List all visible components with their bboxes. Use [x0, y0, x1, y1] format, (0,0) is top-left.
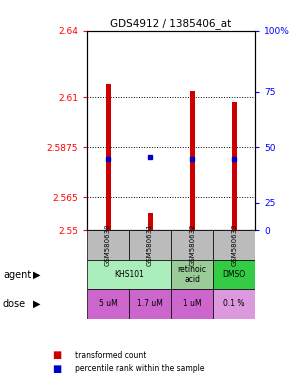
Text: ▶: ▶	[33, 299, 41, 309]
Bar	[87, 260, 171, 289]
Bar	[171, 230, 213, 260]
Text: DMSO: DMSO	[223, 270, 246, 279]
Bar	[106, 84, 110, 230]
Bar	[213, 260, 255, 289]
Text: 1.7 uM: 1.7 uM	[137, 300, 163, 308]
Text: GSM580630: GSM580630	[105, 224, 111, 266]
Bar	[213, 230, 255, 260]
Text: GSM580631: GSM580631	[147, 224, 153, 266]
Bar	[171, 260, 213, 289]
Text: dose: dose	[3, 299, 26, 309]
Bar	[87, 230, 129, 260]
Bar	[171, 289, 213, 319]
Text: GSM580632: GSM580632	[189, 224, 195, 266]
Text: KHS101: KHS101	[114, 270, 144, 279]
Bar	[190, 91, 195, 230]
Text: ■: ■	[52, 350, 61, 360]
Bar	[87, 289, 129, 319]
Bar	[129, 289, 171, 319]
Text: percentile rank within the sample: percentile rank within the sample	[75, 364, 205, 373]
Text: retinoic
acid: retinoic acid	[177, 265, 207, 284]
Text: 5 uM: 5 uM	[99, 300, 117, 308]
Title: GDS4912 / 1385406_at: GDS4912 / 1385406_at	[110, 18, 232, 30]
Text: 1 uM: 1 uM	[183, 300, 202, 308]
Text: GSM580633: GSM580633	[231, 224, 237, 266]
Bar	[129, 230, 171, 260]
Text: ▶: ▶	[33, 270, 41, 280]
Text: 0.1 %: 0.1 %	[223, 300, 245, 308]
Text: agent: agent	[3, 270, 31, 280]
Bar	[148, 213, 153, 230]
Text: transformed count: transformed count	[75, 351, 147, 360]
Text: ■: ■	[52, 364, 61, 374]
Bar	[213, 289, 255, 319]
Bar	[232, 102, 237, 230]
